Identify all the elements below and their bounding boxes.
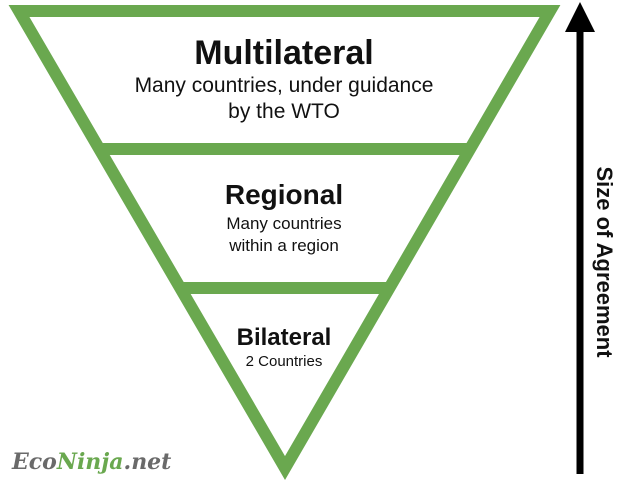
watermark-logo: EcoNinja.net: [11, 449, 171, 475]
tier-bilateral: Bilateral 2 Countries: [237, 324, 332, 370]
tier-title: Bilateral: [237, 324, 332, 351]
watermark-part: .net: [124, 449, 172, 475]
tier-subtitle-line: 2 Countries: [246, 353, 323, 370]
tier-title: Multilateral: [194, 34, 373, 72]
watermark-part: Ninja: [56, 449, 124, 475]
tier-subtitle-line: by the WTO: [228, 100, 340, 123]
up-arrow-icon: [565, 2, 595, 474]
tier-regional: Regional Many countries within a region: [225, 179, 343, 255]
inverted-triangle-frame: [8, 4, 561, 480]
tier-subtitle-line: within a region: [228, 236, 339, 255]
watermark-part: Eco: [11, 449, 57, 475]
axis-label: Size of Agreement: [592, 166, 617, 358]
tier-multilateral: Multilateral Many countries, under guida…: [135, 34, 434, 123]
tier-subtitle-line: Many countries: [226, 214, 341, 233]
tier-title: Regional: [225, 179, 343, 210]
tier-subtitle-line: Many countries, under guidance: [135, 74, 434, 97]
